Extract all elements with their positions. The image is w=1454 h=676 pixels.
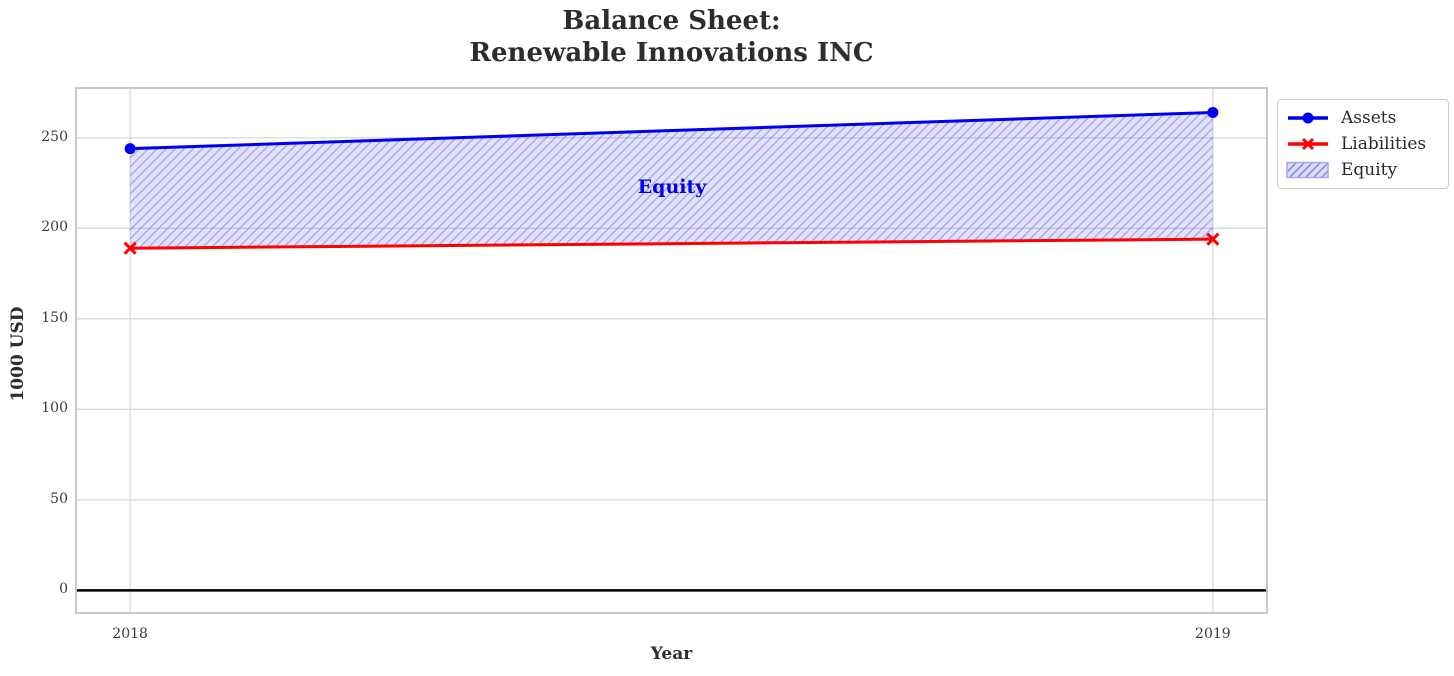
y-tick-label: 200: [41, 219, 68, 236]
legend-label-liabilities: Liabilities: [1341, 134, 1427, 154]
y-tick-label: 150: [41, 309, 68, 326]
chart-title-line2: Renewable Innovations INC: [469, 38, 874, 68]
equity-area-label: Equity: [637, 176, 707, 198]
equity-area: [130, 112, 1213, 249]
legend-label-equity: Equity: [1341, 160, 1398, 180]
assets-series: [124, 106, 1219, 155]
liabilities-line: [130, 237, 1213, 250]
y-tick-label: 50: [50, 490, 68, 507]
liabilities-series: [123, 232, 1220, 255]
chart-title-line1: Balance Sheet:: [562, 6, 781, 36]
x-axis-label: Year: [650, 644, 693, 664]
assets-line: [130, 110, 1213, 151]
liabilities-line-x-icon: [1288, 137, 1328, 151]
equity-hatched-patch-icon: [1286, 161, 1329, 179]
x-tick-label: 2019: [1195, 626, 1231, 642]
assets-marker: [124, 143, 136, 155]
x-tick-label: 2018: [112, 626, 148, 642]
assets-line-circle-icon: [1288, 112, 1328, 124]
liabilities-marker: [1206, 232, 1220, 246]
y-tick-label: 0: [59, 581, 68, 598]
legend: Assets Liabilities Equity: [1277, 99, 1449, 189]
legend-item-liabilities: Liabilities: [1286, 131, 1440, 157]
legend-label-assets: Assets: [1341, 108, 1397, 128]
legend-item-equity: Equity: [1286, 157, 1440, 183]
plot-border: [75, 87, 1268, 614]
liabilities-marker: [123, 241, 137, 255]
chart-title: Balance Sheet: Renewable Innovations INC: [76, 5, 1267, 69]
assets-marker: [1207, 106, 1219, 118]
y-tick-label: 100: [41, 400, 68, 417]
legend-item-assets: Assets: [1286, 105, 1440, 131]
y-tick-label: 250: [41, 128, 68, 145]
